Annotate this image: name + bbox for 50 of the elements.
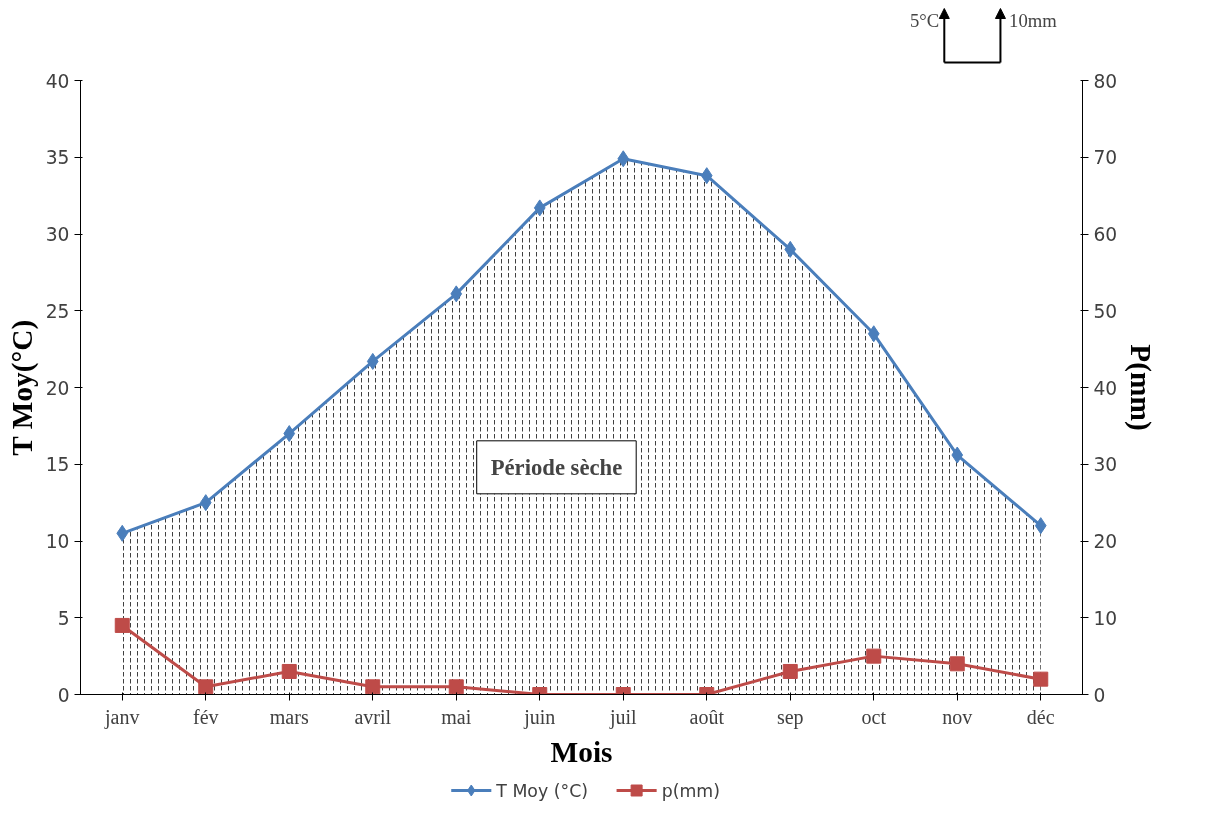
text: 5°C [909, 9, 940, 31]
point [784, 240, 797, 258]
x-tick-label: juin [523, 705, 556, 729]
x-tick-label: oct [861, 705, 887, 728]
y2-tick-label: 60 [1093, 224, 1118, 245]
x-tick-label: avril [354, 705, 392, 728]
x-tick-label: janv [104, 705, 140, 729]
y-tick-label: 40 [45, 70, 70, 92]
point [867, 325, 880, 343]
y-tick-label: 30 [45, 224, 70, 245]
y-tick-label: 0 [57, 684, 70, 706]
y2-tick-label: 30 [1093, 454, 1118, 476]
point [116, 524, 129, 542]
y-tick-label: 5 [57, 607, 70, 629]
y-axis-title: T Moy(°C) [5, 319, 39, 456]
point [450, 285, 463, 303]
annotation: Période sèche [490, 454, 623, 480]
x-tick-label: juil [608, 705, 638, 729]
y-tick-label: 25 [45, 300, 70, 322]
y2-tick-label: 40 [1093, 377, 1118, 399]
y2-tick-label: 10 [1093, 607, 1118, 629]
y2-tick-label: 0 [1093, 684, 1106, 706]
x-tick-label: mai [441, 705, 472, 728]
x-tick-label: nov [942, 705, 973, 728]
x-tick-label: fév [192, 705, 219, 728]
y2-axis-title: P(mm) [1124, 344, 1158, 431]
point [617, 150, 630, 168]
point [951, 446, 964, 464]
point [533, 199, 546, 217]
x-axis-title: Mois [550, 735, 613, 768]
x-tick-label: déc [1026, 705, 1055, 728]
point [199, 494, 212, 512]
point [1034, 517, 1047, 535]
y-tick-label: 10 [45, 531, 70, 552]
y2-tick-label: 20 [1093, 531, 1118, 552]
text: 10mm [1009, 9, 1058, 31]
y2-tick-label: 80 [1093, 70, 1118, 92]
y2-tick-label: 50 [1093, 300, 1118, 322]
x-tick-label: mars [269, 705, 309, 728]
y-tick-label: 35 [45, 147, 70, 169]
y-tick-label: 20 [45, 377, 70, 399]
legend-label: p(mm) [661, 780, 720, 801]
point [366, 352, 379, 370]
x-tick-label: sep [776, 705, 804, 729]
point [700, 167, 713, 185]
point [283, 425, 296, 443]
x-tick-label: août [689, 705, 725, 728]
y2-tick-label: 70 [1093, 147, 1118, 169]
y-tick-label: 15 [45, 454, 70, 476]
legend-label: T Moy (°C) [495, 780, 589, 801]
